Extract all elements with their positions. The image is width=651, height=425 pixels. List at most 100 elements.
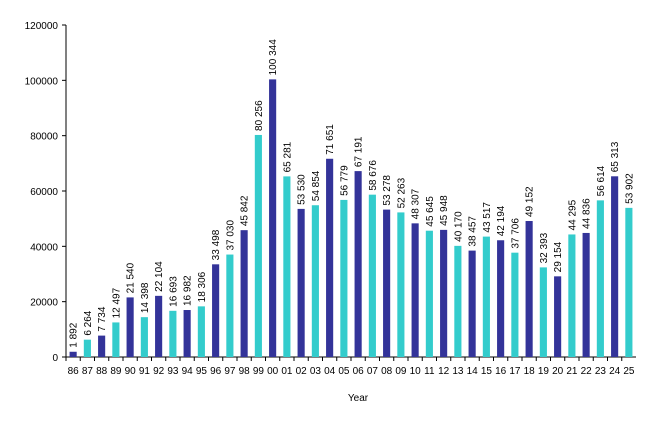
y-tick-label: 60000 bbox=[30, 187, 58, 198]
x-tick-label: 15 bbox=[481, 366, 493, 377]
bar bbox=[112, 322, 120, 357]
y-tick-label: 20000 bbox=[30, 298, 58, 309]
bar bbox=[340, 199, 348, 357]
value-label: 18 306 bbox=[197, 271, 208, 302]
value-label: 71 651 bbox=[325, 124, 336, 155]
bar bbox=[183, 310, 191, 357]
y-tick-label: 120000 bbox=[25, 21, 59, 32]
value-label: 37 030 bbox=[225, 220, 236, 251]
bar bbox=[454, 245, 462, 357]
value-label: 22 104 bbox=[154, 261, 165, 292]
value-label: 14 398 bbox=[140, 282, 151, 313]
bar bbox=[212, 264, 220, 357]
x-tick-label: 23 bbox=[595, 366, 607, 377]
x-tick-label: 93 bbox=[167, 366, 179, 377]
x-tick-label: 22 bbox=[581, 366, 593, 377]
bar bbox=[625, 207, 633, 357]
bar bbox=[226, 254, 234, 357]
bar bbox=[497, 240, 505, 357]
bar bbox=[155, 295, 163, 357]
value-label: 32 393 bbox=[539, 232, 550, 263]
value-label: 54 854 bbox=[311, 170, 322, 201]
x-tick-label: 12 bbox=[438, 366, 450, 377]
value-label: 65 313 bbox=[610, 141, 621, 172]
x-tick-label: 25 bbox=[623, 366, 635, 377]
value-label: 56 614 bbox=[596, 165, 607, 196]
value-label: 6 264 bbox=[83, 310, 94, 335]
x-tick-label: 06 bbox=[353, 366, 365, 377]
x-tick-label: 07 bbox=[367, 366, 379, 377]
value-label: 48 307 bbox=[411, 188, 422, 219]
x-tick-label: 10 bbox=[410, 366, 422, 377]
bar bbox=[311, 205, 319, 357]
x-tick-label: 08 bbox=[381, 366, 393, 377]
value-label: 16 693 bbox=[168, 276, 179, 307]
value-label: 7 734 bbox=[97, 306, 108, 331]
value-label: 67 191 bbox=[354, 136, 365, 167]
value-label: 52 263 bbox=[396, 177, 407, 208]
x-tick-label: 09 bbox=[395, 366, 407, 377]
x-tick-label: 17 bbox=[509, 366, 521, 377]
bar bbox=[126, 297, 134, 357]
x-tick-label: 03 bbox=[310, 366, 322, 377]
x-tick-label: 02 bbox=[296, 366, 308, 377]
bar bbox=[554, 276, 562, 357]
x-tick-label: 86 bbox=[68, 366, 80, 377]
bar bbox=[368, 194, 376, 357]
value-label: 38 457 bbox=[468, 216, 479, 247]
value-label: 53 530 bbox=[297, 174, 308, 205]
bar bbox=[611, 176, 619, 357]
bar bbox=[283, 176, 291, 357]
bar bbox=[568, 234, 576, 357]
bar bbox=[582, 232, 590, 357]
bar bbox=[269, 79, 277, 358]
x-tick-label: 20 bbox=[552, 366, 564, 377]
value-label: 21 540 bbox=[126, 262, 137, 293]
value-label: 16 982 bbox=[183, 275, 194, 306]
bar bbox=[169, 310, 177, 357]
value-label: 29 154 bbox=[553, 241, 564, 272]
bar bbox=[425, 230, 433, 357]
x-tick-label: 11 bbox=[424, 366, 435, 377]
bar bbox=[397, 212, 405, 357]
x-tick-label: 05 bbox=[338, 366, 350, 377]
bar bbox=[525, 221, 533, 357]
x-tick-label: 19 bbox=[538, 366, 550, 377]
value-label: 37 706 bbox=[510, 218, 521, 249]
x-tick-label: 04 bbox=[324, 366, 336, 377]
bar bbox=[440, 229, 448, 357]
value-label: 58 676 bbox=[368, 160, 379, 191]
value-label: 45 645 bbox=[425, 196, 436, 227]
bar bbox=[140, 317, 148, 357]
value-label: 65 281 bbox=[282, 141, 293, 172]
value-label: 43 517 bbox=[482, 202, 493, 233]
bar bbox=[468, 250, 476, 357]
x-tick-label: 16 bbox=[495, 366, 507, 377]
bar bbox=[326, 158, 334, 357]
x-axis-label: Year bbox=[348, 393, 369, 404]
value-label: 53 902 bbox=[624, 173, 635, 204]
y-tick-label: 80000 bbox=[30, 132, 58, 143]
x-tick-label: 92 bbox=[153, 366, 165, 377]
value-label: 100 344 bbox=[268, 39, 279, 76]
x-tick-label: 88 bbox=[96, 366, 108, 377]
x-tick-label: 18 bbox=[524, 366, 536, 377]
value-label: 44 295 bbox=[567, 199, 578, 230]
x-tick-label: 94 bbox=[182, 366, 194, 377]
value-label: 1 892 bbox=[69, 322, 80, 347]
x-tick-label: 95 bbox=[196, 366, 208, 377]
value-label: 42 194 bbox=[496, 205, 507, 236]
value-label: 56 779 bbox=[339, 165, 350, 196]
bar bbox=[411, 223, 419, 357]
x-tick-label: 91 bbox=[139, 366, 151, 377]
y-tick-label: 0 bbox=[52, 353, 58, 364]
y-tick-label: 100000 bbox=[25, 76, 59, 87]
x-tick-label: 87 bbox=[82, 366, 94, 377]
value-label: 33 498 bbox=[211, 229, 222, 260]
x-tick-label: 90 bbox=[125, 366, 137, 377]
bar bbox=[297, 208, 305, 357]
bar bbox=[383, 209, 391, 357]
value-label: 40 170 bbox=[453, 211, 464, 242]
bar bbox=[482, 236, 490, 357]
